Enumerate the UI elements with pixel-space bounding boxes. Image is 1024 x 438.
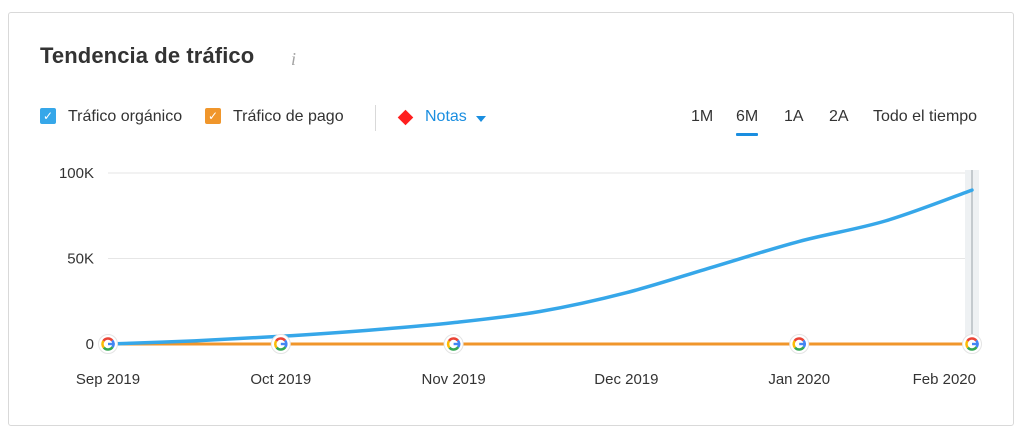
series-line-organic: [106, 188, 974, 346]
range-6m[interactable]: 6M: [736, 108, 759, 136]
x-tick-label: Nov 2019: [421, 371, 485, 388]
grid-lines: [108, 172, 978, 345]
y-tick-label: 100K: [59, 165, 94, 182]
x-tick-label: Sep 2019: [76, 371, 140, 388]
google-update-icon[interactable]: [98, 334, 118, 354]
x-tick-label: Dec 2019: [594, 371, 658, 388]
x-tick-label: Feb 2020: [913, 371, 976, 388]
range-1a[interactable]: 1A: [784, 108, 804, 125]
chart-controls: ✓ Tráfico orgánico ✓ Tráfico de pago Not…: [40, 105, 990, 136]
y-tick-label: 0: [86, 336, 94, 353]
notes-label: Notas: [425, 108, 467, 125]
controls-divider: [375, 105, 376, 131]
x-tick-label: Jan 2020: [768, 371, 830, 388]
chevron-down-icon: [476, 116, 486, 122]
annotation-markers: [98, 334, 982, 354]
y-tick-label: 50K: [67, 251, 94, 268]
google-update-icon[interactable]: [789, 334, 810, 354]
google-update-icon[interactable]: [443, 334, 464, 354]
range-1m[interactable]: 1M: [691, 108, 714, 125]
range-all-time[interactable]: Todo el tiempo: [873, 108, 978, 125]
x-axis-labels: Sep 2019 Oct 2019 Nov 2019 Dec 2019 Jan 2020…: [76, 371, 976, 388]
x-tick-label: Oct 2019: [250, 371, 311, 388]
google-update-icon[interactable]: [962, 334, 982, 354]
paid-traffic-label[interactable]: Tráfico de pago: [233, 108, 344, 125]
organic-checkbox[interactable]: ✓: [40, 108, 56, 124]
info-icon[interactable]: i: [291, 49, 297, 69]
range-2a[interactable]: 2A: [829, 108, 849, 125]
paid-checkbox[interactable]: ✓: [205, 108, 221, 124]
y-axis-labels: 100K 50K 0: [59, 165, 94, 353]
google-update-icon[interactable]: [270, 334, 291, 354]
widget-title: Tendencia de tráfico: [40, 43, 255, 68]
traffic-trend-card: Tendencia de tráfico i ✓ Tráfico orgánic…: [8, 12, 1014, 426]
organic-traffic-label[interactable]: Tráfico orgánico: [68, 108, 183, 125]
